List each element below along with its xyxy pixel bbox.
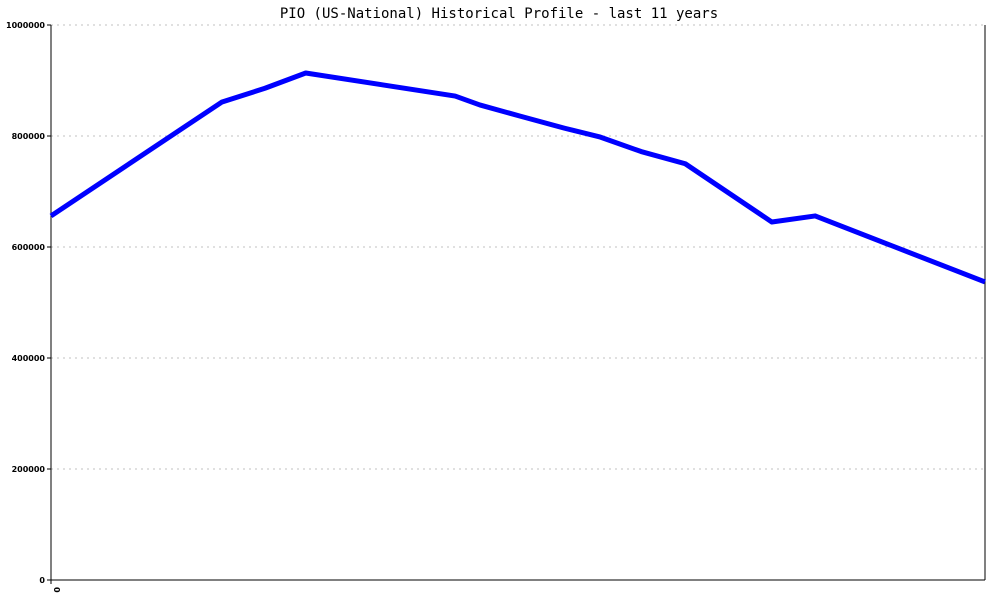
y-tick-label: 1000000 — [6, 21, 45, 30]
y-tick-label: 600000 — [12, 243, 46, 252]
y-tick-label: 400000 — [12, 354, 46, 363]
chart-title: PIO (US-National) Historical Profile - l… — [280, 6, 718, 22]
y-tick-label: 0 — [39, 576, 45, 585]
series-line — [49, 70, 986, 285]
y-tick-label: 800000 — [12, 132, 46, 141]
y-tick-label: 200000 — [12, 465, 46, 474]
gridlines — [51, 24, 985, 470]
y-axis-ticks: 0 200000 400000 600000 800000 1000000 — [6, 21, 51, 585]
x-axis-ticks: 0 — [50, 580, 61, 593]
x-tick-label: 0 — [52, 587, 61, 593]
